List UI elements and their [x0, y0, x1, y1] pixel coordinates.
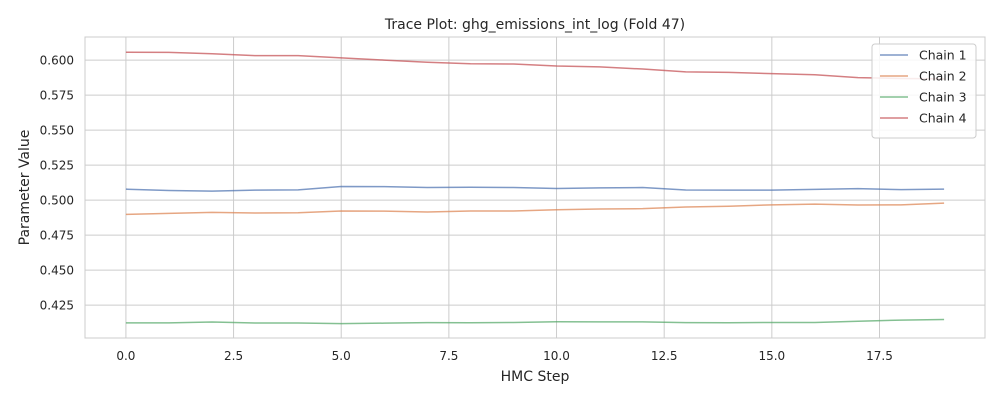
x-tick-label: 12.5 [651, 349, 678, 363]
series-line-chain-2 [125, 202, 945, 216]
legend-entry: Chain 2 [919, 69, 967, 84]
legend-entry: Chain 3 [919, 90, 967, 105]
legend: Chain 1 Chain 2 Chain 3 Chain 4 [871, 43, 977, 139]
series-line-chain-3 [125, 318, 945, 325]
series-line-chain-1 [125, 185, 945, 192]
x-tick-label: 7.5 [439, 349, 458, 363]
y-tick-label: 0.525 [40, 159, 74, 173]
x-tick-label: 2.5 [224, 349, 243, 363]
chart-title: Trace Plot: ghg_emissions_int_log (Fold … [384, 17, 685, 33]
y-tick-labels: 0.425 0.450 0.475 0.500 0.525 0.550 0.575 0.600 [40, 54, 74, 313]
y-tick-label: 0.450 [40, 264, 74, 278]
x-axis-label: HMC Step [501, 369, 570, 385]
x-tick-label: 0.0 [116, 349, 135, 363]
y-tick-label: 0.550 [40, 124, 74, 138]
x-tick-label: 17.5 [866, 349, 893, 363]
x-tick-labels: 0.0 2.5 5.0 7.5 10.0 12.5 15.0 17.5 [116, 349, 892, 363]
plot-frame [84, 36, 986, 339]
y-tick-label: 0.600 [40, 54, 74, 68]
x-tick-label: 10.0 [543, 349, 570, 363]
series-line-chain-4 [125, 51, 945, 80]
series-layer [125, 51, 945, 325]
x-tick-label: 15.0 [758, 349, 785, 363]
grid [85, 37, 985, 338]
legend-entry: Chain 4 [919, 111, 967, 126]
y-tick-label: 0.575 [40, 89, 74, 103]
x-tick-label: 5.0 [332, 349, 351, 363]
y-tick-label: 0.425 [40, 299, 74, 313]
legend-entry: Chain 1 [919, 48, 967, 63]
y-axis-label: Parameter Value [17, 130, 33, 246]
y-tick-label: 0.475 [40, 229, 74, 243]
y-tick-label: 0.500 [40, 194, 74, 208]
legend-box [871, 43, 977, 139]
